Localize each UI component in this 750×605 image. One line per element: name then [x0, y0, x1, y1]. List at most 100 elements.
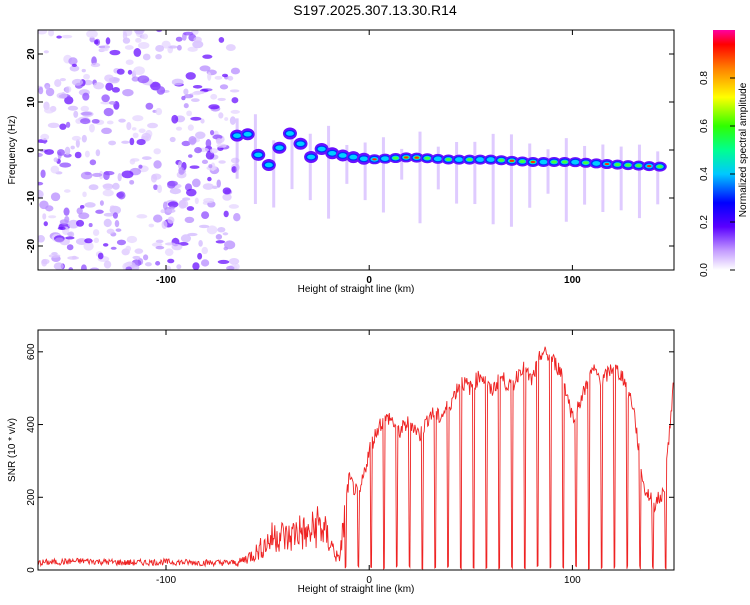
noise-blob	[230, 109, 240, 114]
noise-blob	[153, 160, 162, 169]
noise-blob	[105, 82, 114, 91]
noise-blob	[66, 244, 74, 251]
noise-blob	[219, 84, 229, 90]
noise-blob	[82, 191, 87, 198]
noise-blob	[151, 173, 162, 180]
noise-blob	[71, 78, 84, 86]
noise-blob	[182, 197, 191, 201]
colorbar-tick-label: 0.4	[699, 167, 710, 181]
noise-blob	[71, 135, 81, 141]
trace-blob-inner	[317, 146, 326, 152]
noise-blob	[201, 246, 209, 255]
noise-blob	[93, 82, 105, 90]
noise-blob	[217, 97, 226, 101]
noise-blob	[45, 87, 55, 97]
noise-blob	[199, 65, 211, 72]
trace-blob-core	[519, 159, 526, 164]
colorbar-tick-label: 0.6	[699, 119, 710, 133]
trace-blob-core	[614, 163, 621, 167]
noise-blob	[228, 258, 240, 265]
snr-line	[38, 346, 674, 570]
trace-blob-inner	[486, 157, 495, 162]
trace-blob-inner	[338, 153, 347, 158]
noise-blob	[200, 118, 205, 124]
noise-blob	[63, 189, 71, 193]
noise-blob	[68, 57, 78, 66]
noise-blob	[203, 197, 215, 204]
noise-blob	[69, 65, 80, 72]
noise-blob	[224, 117, 229, 121]
noise-blob	[104, 74, 114, 82]
noise-blob	[148, 223, 155, 228]
noise-blob	[161, 220, 168, 230]
noise-blob	[169, 188, 182, 195]
noise-blob	[218, 160, 226, 164]
noise-blob	[161, 40, 171, 49]
noise-blob	[106, 120, 114, 125]
noise-blob	[66, 232, 73, 236]
noise-blob	[186, 188, 197, 197]
noise-blob	[151, 242, 163, 247]
noise-blob	[38, 152, 43, 157]
trace-blob-core	[656, 165, 663, 169]
noise-blob	[191, 91, 202, 96]
noise-blob	[38, 189, 44, 199]
noise-blob	[43, 50, 49, 54]
noise-blob	[61, 34, 73, 39]
noise-blob	[218, 112, 224, 119]
spectrogram-y-tick-label: -10	[26, 190, 37, 205]
noise-blob	[89, 36, 95, 43]
noise-blob	[138, 164, 143, 169]
trace-blob-inner	[592, 161, 601, 166]
chart-title: S197.2025.307.13.30.R14	[293, 2, 457, 18]
noise-blob	[131, 76, 140, 82]
noise-blob	[185, 72, 196, 80]
noise-blob	[40, 169, 46, 178]
noise-blob	[126, 121, 132, 131]
noise-blob	[125, 245, 132, 252]
snr-y-axis-label: SNR (10 * v/v)	[7, 418, 18, 482]
noise-blob	[83, 241, 94, 251]
noise-blob	[193, 36, 202, 43]
noise-blob	[207, 71, 212, 81]
noise-blob	[164, 242, 176, 246]
noise-blob	[227, 75, 234, 81]
noise-blob	[178, 166, 185, 175]
snr-x-tick-label: -100	[156, 575, 176, 586]
snr-panel: -100 0 100 0 200 400 600 Height of straight li…	[7, 329, 675, 595]
noise-blob	[92, 229, 100, 236]
noise-blob	[216, 179, 221, 188]
noise-blob	[84, 150, 90, 158]
noise-blob	[110, 246, 117, 250]
trace-blob-inner	[264, 162, 273, 168]
trace-blob-inner	[285, 131, 294, 136]
snr-y-tick-label: 400	[26, 416, 37, 433]
noise-blob	[109, 205, 116, 209]
noise-blob	[226, 265, 235, 270]
noise-blob	[141, 132, 152, 142]
noise-blob	[101, 94, 110, 103]
noise-blob	[215, 137, 222, 145]
noise-blob	[103, 171, 110, 181]
noise-blob	[73, 110, 79, 118]
trace-blob-core	[635, 164, 642, 168]
noise-blob	[97, 252, 104, 260]
snr-frame	[37, 329, 675, 571]
noise-blob	[80, 105, 90, 112]
noise-blob	[183, 88, 189, 95]
noise-blob	[206, 225, 218, 235]
noise-blob	[38, 181, 44, 186]
trace-blob-inner	[296, 141, 305, 147]
noise-blob	[53, 262, 64, 270]
noise-blob	[178, 199, 187, 209]
noise-blob	[63, 207, 70, 216]
noise-blob	[43, 221, 48, 227]
noise-blob	[134, 248, 144, 254]
noise-blob	[95, 149, 101, 157]
noise-blob	[132, 132, 139, 139]
noise-blob	[165, 265, 172, 270]
noise-blob	[191, 178, 201, 188]
noise-blob	[138, 128, 146, 134]
trace-blob-inner	[539, 159, 548, 165]
noise-blob	[81, 68, 86, 73]
